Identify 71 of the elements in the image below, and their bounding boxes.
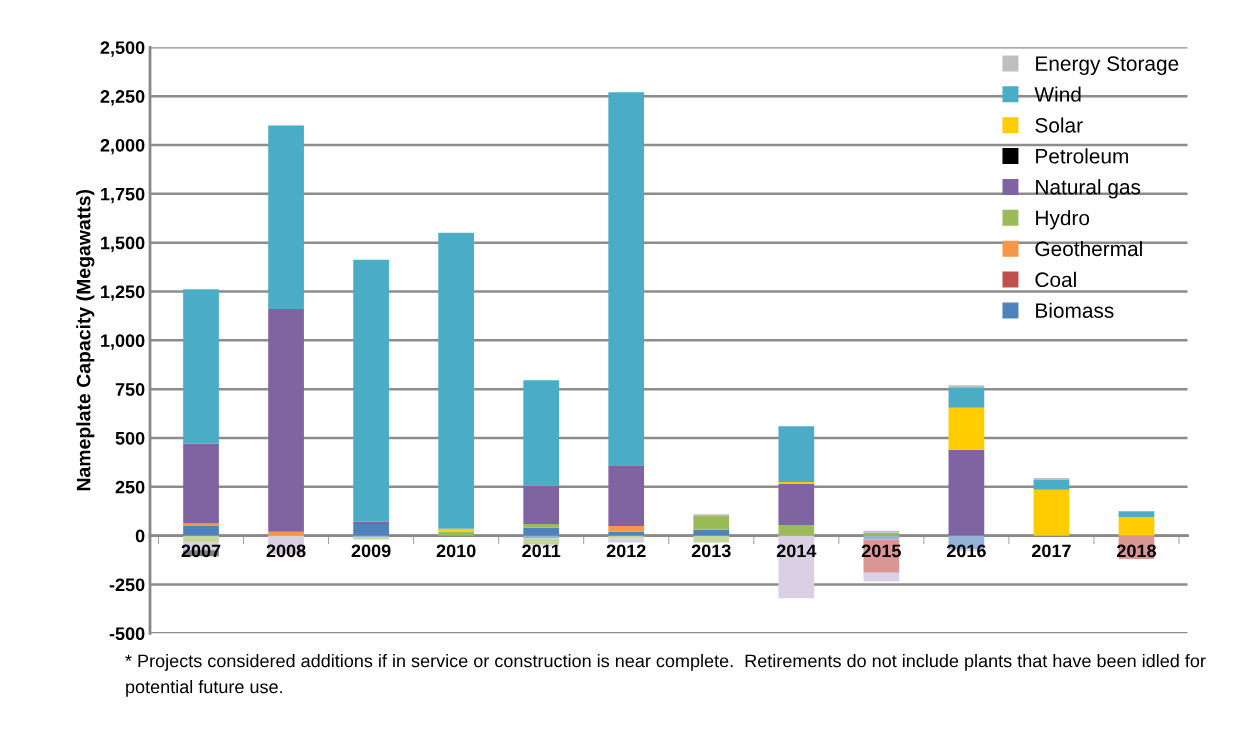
bar [183,443,219,524]
y-tick-label: 0 [135,529,145,543]
bar [438,528,475,532]
bar [608,531,645,536]
y-axis-title: Nameplate Capacity (Megawatts) [76,189,95,491]
bar [523,523,560,528]
x-tick-label: 2009 [351,544,391,558]
legend-label: Wind [1034,86,1081,102]
bar [863,572,900,582]
y-tick-label: 1,500 [101,236,145,252]
bar [353,259,389,522]
bar [608,92,645,466]
bar [523,380,560,486]
bar [183,289,219,444]
y-tick-label: 1,250 [101,285,145,301]
x-tick-label: 2008 [266,544,306,558]
legend-label: Energy Storage [1036,56,1179,76]
legend-label: Hydro [1036,210,1090,230]
bar [523,485,560,524]
bar [778,535,815,599]
x-tick-label: 2015 [861,544,901,558]
bar [268,309,304,532]
x-tick-label: 2017 [1031,544,1071,558]
legend-label: Coal [1035,271,1076,288]
y-tick-label: 750 [115,383,145,396]
y-tick-label: 250 [115,480,145,494]
bar [693,529,730,536]
legend-label: Biomass [1036,302,1114,318]
x-tick-label: 2011 [522,544,561,558]
legend-label: Solar [1035,117,1083,133]
y-tick-label: -500 [109,627,145,641]
bar [268,531,304,536]
x-tick-label: 2010 [436,544,476,558]
bar [948,407,985,450]
y-tick-label: -250 [109,578,145,592]
bar [438,232,475,529]
bar [523,535,560,539]
y-tick-label: 2,250 [100,90,145,106]
bar [1033,479,1070,490]
y-tick-label: 500 [115,431,145,445]
bar [353,523,389,536]
bar [948,387,985,408]
bar [608,465,645,526]
bar [1033,489,1070,536]
x-tick-label: 2018 [1117,544,1157,558]
legend-label: Petroleum [1036,148,1128,164]
bar [1118,517,1155,536]
bar [948,449,985,536]
bar [693,516,730,530]
y-tick-label: 1,000 [101,334,145,350]
bar [523,527,560,536]
text: * Projects considered additions if in service or construction is near complete. Retirements do not include plants that have been idled for potential future use. [125,654,1206,697]
bar [268,125,304,310]
bar [778,483,815,525]
x-tick-label: 2013 [691,544,731,558]
x-tick-label: 2014 [776,544,817,558]
y-tick-label: 2,000 [100,138,145,155]
bar [863,535,900,540]
bar [608,535,645,539]
legend-label: Geothermal [1035,240,1142,257]
x-tick-label: 2012 [606,544,646,558]
bar [778,426,815,482]
bar [438,531,475,536]
bar [1118,511,1155,518]
bar [778,524,815,536]
y-tick-label: 2,500 [100,41,145,57]
x-tick-label: 2016 [946,544,986,558]
y-tick-label: 1,750 [101,187,145,204]
bar [183,525,219,536]
legend-label: Natural gas [1036,179,1141,199]
bar [608,525,645,532]
